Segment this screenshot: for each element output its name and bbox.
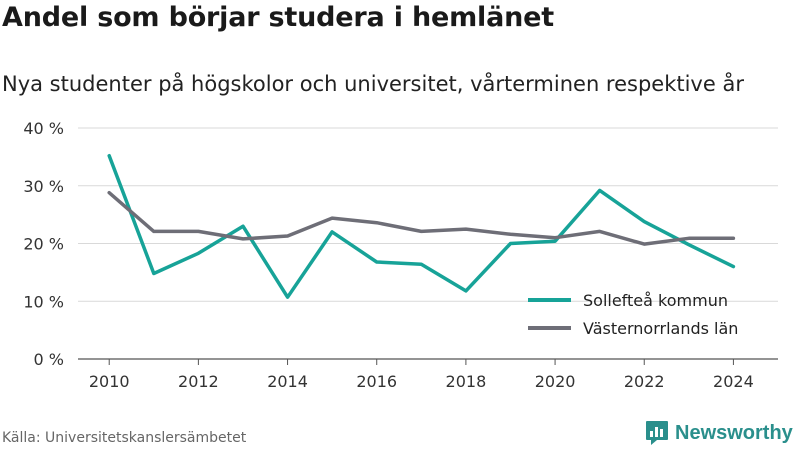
data-point xyxy=(286,234,290,238)
series-line-2 xyxy=(107,190,736,246)
data-point xyxy=(553,239,557,243)
x-tick-label: 2022 xyxy=(624,372,665,391)
x-tick-label: 2018 xyxy=(446,372,487,391)
data-point xyxy=(197,252,201,256)
data-point xyxy=(598,230,602,234)
y-tick-label: 30 % xyxy=(23,177,64,196)
y-tick-label: 40 % xyxy=(23,119,64,138)
x-tick-label: 2010 xyxy=(89,372,130,391)
data-point xyxy=(464,289,468,293)
data-point xyxy=(553,236,557,240)
data-point xyxy=(152,272,156,276)
legend-label: Sollefteå kommun xyxy=(583,291,728,310)
chart-subtitle: Nya studenter på högskolor och universit… xyxy=(2,72,744,96)
series-line-1 xyxy=(107,153,736,299)
brand-name: Newsworthy xyxy=(675,421,793,444)
data-point xyxy=(107,154,111,158)
x-tick-label: 2016 xyxy=(356,372,397,391)
data-point xyxy=(330,230,334,234)
y-tick-label: 20 % xyxy=(23,235,64,254)
data-point xyxy=(598,189,602,193)
newsworthy-logo-icon xyxy=(646,421,668,445)
data-point xyxy=(197,230,201,234)
source-note: Källa: Universitetskanslersämbetet xyxy=(2,430,247,446)
data-point xyxy=(687,243,691,247)
data-point xyxy=(241,224,245,228)
legend-label: Västernorrlands län xyxy=(583,319,738,338)
data-point xyxy=(732,265,736,269)
brand-logo: Newsworthy xyxy=(645,420,793,446)
data-point xyxy=(330,216,334,220)
data-point xyxy=(464,227,468,231)
data-point xyxy=(420,230,424,234)
data-point xyxy=(107,191,111,195)
data-point xyxy=(241,237,245,241)
data-point xyxy=(375,260,379,264)
y-tick-label: 0 % xyxy=(34,350,64,369)
data-point xyxy=(642,242,646,246)
data-point xyxy=(732,237,736,241)
x-tick-label: 2014 xyxy=(267,372,308,391)
data-point xyxy=(509,232,513,236)
x-tick-label: 2020 xyxy=(535,372,576,391)
chart-title: Andel som börjar studera i hemlänet xyxy=(2,2,554,33)
data-point xyxy=(420,262,424,266)
x-tick-label: 2024 xyxy=(713,372,754,391)
data-point xyxy=(509,242,513,246)
x-tick-label: 2012 xyxy=(178,372,219,391)
data-point xyxy=(642,220,646,224)
data-point xyxy=(687,237,691,241)
data-point xyxy=(286,295,290,299)
data-point xyxy=(375,221,379,225)
data-point xyxy=(152,230,156,234)
y-tick-label: 10 % xyxy=(23,292,64,311)
